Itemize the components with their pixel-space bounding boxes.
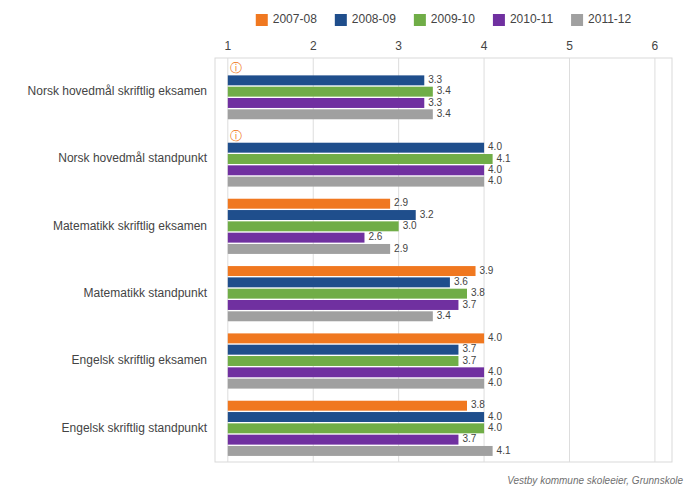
legend-label: 2010-11 xyxy=(510,12,553,26)
footnote: Vestby kommune skoleeier, Grunnskole xyxy=(507,475,683,486)
bar xyxy=(228,143,484,153)
data-label: 3.4 xyxy=(437,108,451,119)
data-label: 4.0 xyxy=(488,411,502,422)
data-label: 3.6 xyxy=(454,276,468,287)
chart: 1 2 3 4 5 6 Norsk hovedmål skriftlig eksamen No… xyxy=(0,0,695,492)
tick-label: 6 xyxy=(652,39,659,53)
plot-frame xyxy=(215,58,672,462)
bar xyxy=(228,244,390,254)
bar xyxy=(228,289,467,299)
data-label: 3.0 xyxy=(403,220,417,231)
bar xyxy=(228,154,493,164)
tick-label: 1 xyxy=(224,39,231,53)
category-label: Matematikk standpunkt xyxy=(84,286,208,300)
data-label: 3.3 xyxy=(428,74,442,85)
data-label: 4.1 xyxy=(497,445,511,456)
data-label: 4.0 xyxy=(488,141,502,152)
legend-item: 2007-08 xyxy=(256,12,317,26)
category-label: Norsk hovedmål standpunkt xyxy=(58,151,207,165)
data-label: 4.0 xyxy=(488,175,502,186)
marker-note: ⓘ xyxy=(230,129,242,143)
legend-swatch xyxy=(256,14,268,26)
bar xyxy=(228,367,484,377)
grid-line xyxy=(654,58,655,462)
tick-label: 4 xyxy=(481,39,488,53)
data-label: 4.1 xyxy=(497,153,511,164)
data-label: 3.4 xyxy=(437,85,451,96)
legend-swatch xyxy=(571,14,583,26)
bar xyxy=(228,311,433,321)
data-label: 4.0 xyxy=(488,377,502,388)
legend-swatch xyxy=(493,14,505,26)
legend: 2007-08 2008-09 2009-10 2010-11 2011-12 xyxy=(256,12,632,26)
category-label: Matematikk skriftlig eksamen xyxy=(53,219,207,233)
bar xyxy=(228,221,399,231)
legend-label: 2008-09 xyxy=(352,12,396,26)
data-label: 3.7 xyxy=(462,433,476,444)
bar xyxy=(228,177,484,187)
legend-item: 2008-09 xyxy=(335,12,396,26)
legend-swatch xyxy=(335,14,347,26)
tick-label: 2 xyxy=(310,39,317,53)
legend-label: 2009-10 xyxy=(431,12,475,26)
category-label: Engelsk skriftlig eksamen xyxy=(72,353,207,367)
data-label: 3.2 xyxy=(420,209,434,220)
data-label: 4.0 xyxy=(488,422,502,433)
legend-item: 2011-12 xyxy=(571,12,631,26)
bar xyxy=(228,109,433,119)
bar xyxy=(228,356,459,366)
data-label: 3.7 xyxy=(462,343,476,354)
bar xyxy=(228,199,390,209)
bar xyxy=(228,98,424,108)
bar xyxy=(228,423,484,433)
bar xyxy=(228,75,424,85)
data-label: 2.6 xyxy=(368,231,382,242)
data-label: 2.9 xyxy=(394,243,408,254)
bar xyxy=(228,87,433,97)
legend-item: 2009-10 xyxy=(414,12,475,26)
bar xyxy=(228,333,484,343)
data-label: 4.0 xyxy=(488,164,502,175)
data-label: 3.7 xyxy=(462,299,476,310)
data-label: 3.3 xyxy=(428,97,442,108)
data-label: 3.4 xyxy=(437,310,451,321)
bar xyxy=(228,435,459,445)
legend-label: 2011-12 xyxy=(588,12,631,26)
data-label: 2.9 xyxy=(394,197,408,208)
grid-line xyxy=(569,58,570,462)
bar xyxy=(228,233,365,243)
bar xyxy=(228,165,484,175)
data-label: 3.9 xyxy=(480,265,494,276)
grid xyxy=(228,58,655,462)
bar xyxy=(228,401,467,411)
data-label: 3.8 xyxy=(471,399,485,410)
bar xyxy=(228,345,459,355)
category-label: Engelsk skriftlig standpunkt xyxy=(62,421,208,435)
bar xyxy=(228,300,459,310)
category-label: Norsk hovedmål skriftlig eksamen xyxy=(28,84,207,98)
data-label: 4.0 xyxy=(488,366,502,377)
bar xyxy=(228,379,484,389)
bar xyxy=(228,210,416,220)
legend-item: 2010-11 xyxy=(493,12,553,26)
data-label: 3.8 xyxy=(471,287,485,298)
bar xyxy=(228,266,476,276)
data-label: 3.7 xyxy=(462,355,476,366)
bar xyxy=(228,412,484,422)
bar xyxy=(228,277,450,287)
legend-swatch xyxy=(414,14,426,26)
data-label: 4.0 xyxy=(488,332,502,343)
tick-label: 5 xyxy=(566,39,573,53)
tick-label: 3 xyxy=(395,39,402,53)
bar xyxy=(228,446,493,456)
legend-label: 2007-08 xyxy=(273,12,317,26)
marker-note: ⓘ xyxy=(230,61,242,75)
bars xyxy=(228,75,493,456)
